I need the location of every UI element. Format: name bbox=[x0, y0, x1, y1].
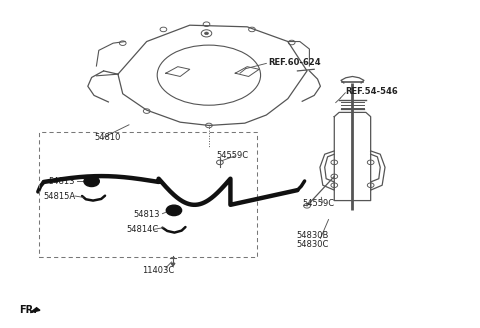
Circle shape bbox=[84, 176, 99, 187]
Text: FR.: FR. bbox=[19, 305, 37, 315]
Text: 54830B: 54830B bbox=[297, 231, 329, 240]
Polygon shape bbox=[30, 308, 40, 313]
Circle shape bbox=[166, 205, 181, 215]
Text: 11403C: 11403C bbox=[142, 266, 174, 275]
Text: 54810: 54810 bbox=[94, 133, 120, 142]
Text: 54830C: 54830C bbox=[297, 239, 329, 249]
Text: REF.54-546: REF.54-546 bbox=[345, 87, 398, 96]
Bar bbox=[39, 132, 257, 257]
Text: 54813: 54813 bbox=[48, 177, 75, 186]
Text: 54813: 54813 bbox=[134, 210, 160, 219]
Text: 54559C: 54559C bbox=[216, 151, 248, 160]
Polygon shape bbox=[171, 263, 175, 266]
Text: 54559C: 54559C bbox=[302, 199, 335, 208]
Text: 54814C: 54814C bbox=[126, 225, 158, 235]
Text: REF.60-624: REF.60-624 bbox=[268, 58, 320, 67]
Circle shape bbox=[204, 32, 208, 35]
Text: 54815A: 54815A bbox=[44, 192, 76, 201]
